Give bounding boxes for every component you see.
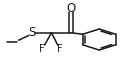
Text: O: O (67, 2, 76, 15)
Text: F: F (57, 44, 62, 54)
Text: S: S (28, 26, 35, 39)
Text: F: F (39, 44, 45, 54)
